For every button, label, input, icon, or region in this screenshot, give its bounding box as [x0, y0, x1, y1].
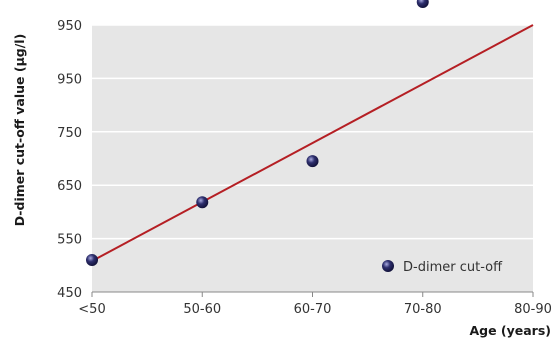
- y-axis-title: D-dimer cut-off value (µg/l): [12, 34, 27, 227]
- legend: D-dimer cut-off: [382, 260, 503, 275]
- legend-marker: [382, 260, 394, 272]
- x-axis-title: Age (years): [469, 323, 551, 338]
- trend-line: [91, 24, 534, 262]
- y-tick-label: 650: [57, 179, 82, 194]
- x-tick-label: 80-90: [514, 302, 552, 317]
- x-tick-label: <50: [78, 302, 105, 317]
- y-axis-ticks: 950 950 750 650 550 450: [57, 19, 82, 301]
- y-tick-label: 750: [57, 126, 82, 141]
- y-tick-label: 950: [57, 19, 82, 34]
- data-point: [306, 155, 319, 168]
- x-tick-label: 60-70: [294, 302, 332, 317]
- data-point: [416, 0, 429, 9]
- y-tick-label: 950: [57, 72, 82, 87]
- gridlines: [92, 24, 533, 240]
- y-tick-label: 450: [57, 286, 82, 301]
- y-tick-label: 550: [57, 233, 82, 248]
- legend-label: D-dimer cut-off: [403, 260, 503, 275]
- data-point: [196, 196, 209, 209]
- x-tick-label: 70-80: [404, 302, 442, 317]
- x-tick-label: 50-60: [183, 302, 221, 317]
- data-point: [86, 253, 98, 266]
- data-points: [86, 0, 429, 266]
- x-axis-ticks: <50 50-60 60-70 70-80 80-90: [78, 292, 552, 317]
